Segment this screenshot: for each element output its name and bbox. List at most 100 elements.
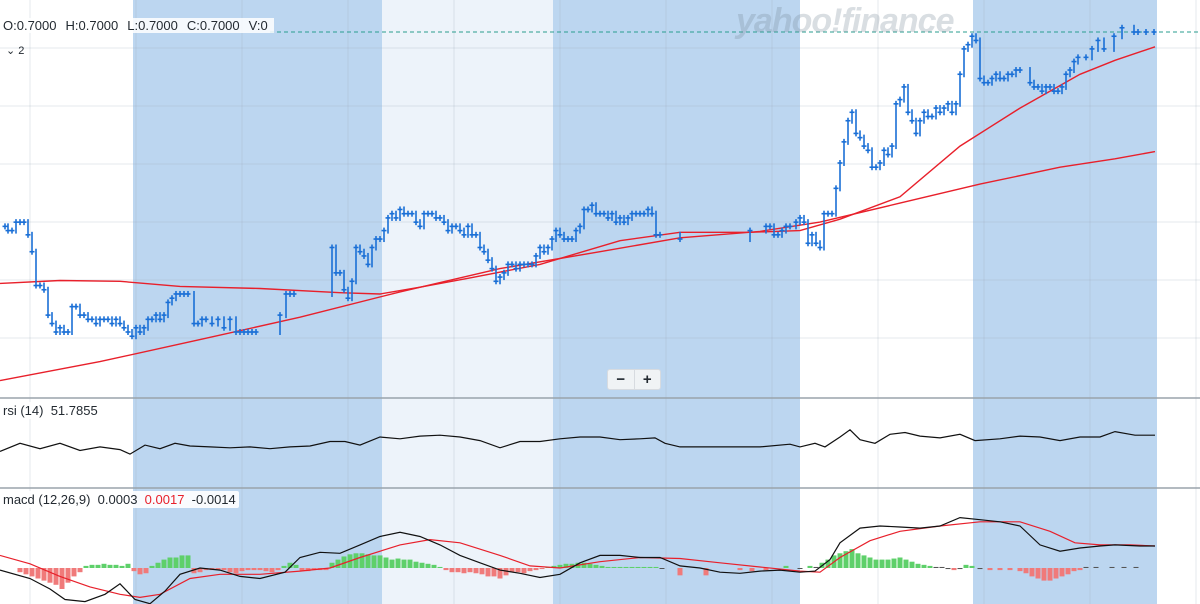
macd-histogram-bar <box>605 566 611 568</box>
macd-label[interactable]: macd (12,26,9) 0.0003 0.0017 -0.0014 <box>0 491 239 508</box>
macd-histogram-bar <box>101 563 107 568</box>
macd-histogram-bar <box>521 568 527 574</box>
macd-histogram-bar <box>1133 566 1139 568</box>
rsi-name: rsi (14) <box>3 403 44 418</box>
macd-histogram-bar <box>467 568 473 573</box>
macd-histogram-bar <box>783 565 789 568</box>
macd-histogram-bar <box>1023 568 1029 574</box>
macd-histogram-bar <box>341 556 347 568</box>
macd-histogram-bar <box>807 565 813 568</box>
macd-histogram-bar <box>593 564 599 568</box>
macd-histogram-bar <box>221 568 227 571</box>
macd-histogram-bar <box>425 563 431 568</box>
macd-histogram-bar <box>623 566 629 568</box>
macd-histogram-bar <box>53 568 59 585</box>
macd-histogram-bar <box>353 553 359 568</box>
macd-histogram-bar <box>503 568 509 576</box>
macd-histogram-bar <box>849 549 855 568</box>
macd-histogram-bar <box>179 555 185 568</box>
macd-histogram-bar <box>455 568 461 573</box>
macd-name: macd (12,26,9) <box>3 492 91 507</box>
macd-line <box>0 516 1155 604</box>
macd-histogram-bar <box>155 562 161 568</box>
rsi-label[interactable]: rsi (14) 51.7855 <box>0 402 101 419</box>
macd-histogram-bar <box>323 568 329 571</box>
macd-histogram-bar <box>287 562 293 568</box>
macd-histogram-bar <box>509 568 515 573</box>
macd-histogram-bar <box>89 564 95 568</box>
macd-histogram-bar <box>653 566 659 568</box>
macd-histogram-bar <box>311 568 317 571</box>
macd-histogram-bar <box>737 568 743 571</box>
macd-histogram-bar <box>191 568 197 574</box>
macd-histogram-bar <box>1047 568 1053 581</box>
macd-histogram-bar <box>977 568 983 570</box>
macd-histogram-bar <box>617 566 623 568</box>
macd-histogram-bar <box>59 568 65 589</box>
macd-histogram-bar <box>377 555 383 568</box>
macd-histogram-bar <box>77 568 83 573</box>
macd-histogram-bar <box>1121 566 1127 568</box>
macd-histogram-bar <box>29 568 35 577</box>
rsi-line <box>0 429 1155 455</box>
macd-histogram-bar <box>539 568 545 570</box>
macd-histogram-bar <box>293 564 299 568</box>
macd-histogram-bar <box>407 559 413 568</box>
macd-histogram-bar <box>659 568 665 569</box>
macd-histogram-bar <box>449 568 455 573</box>
macd-signal-value: 0.0017 <box>144 492 185 507</box>
macd-histogram-bar <box>551 565 557 568</box>
macd-histogram-bar <box>1029 568 1035 577</box>
macd-hist-value: -0.0014 <box>191 492 236 507</box>
macd-histogram-bar <box>951 568 957 571</box>
macd-histogram-bar <box>797 568 803 569</box>
macd-histogram-bar <box>131 568 137 572</box>
macd-histogram-bar <box>903 559 909 568</box>
ohlc-readout: O:0.7000 H:0.7000 L:0.7000 C:0.7000 V:0 <box>0 18 274 33</box>
period-band-4 <box>1078 0 1157 604</box>
macd-histogram-bar <box>443 568 449 571</box>
macd-histogram-bar <box>485 568 491 577</box>
macd-histogram-bar <box>963 564 969 568</box>
macd-histogram-bar <box>1065 568 1071 575</box>
zoom-in-button[interactable]: + <box>642 371 652 388</box>
macd-histogram-bar <box>23 568 29 575</box>
macd-histogram-bar <box>611 566 617 568</box>
rsi-value: 51.7855 <box>50 403 98 418</box>
macd-histogram-bar <box>137 568 143 575</box>
macd-histogram-bar <box>873 559 879 568</box>
macd-histogram-bar <box>383 557 389 568</box>
macd-histogram-bar <box>879 559 885 568</box>
macd-histogram-bar <box>957 568 963 570</box>
macd-histogram-bar <box>1007 568 1013 571</box>
macd-histogram-bar <box>703 568 709 576</box>
macd-histogram-bar <box>473 568 479 574</box>
yahoo-finance-watermark: yahoo!finance <box>736 2 954 40</box>
ohlc-volume: V:0 <box>248 18 268 33</box>
macd-histogram-bar <box>1109 566 1115 568</box>
macd-histogram-bar <box>533 568 539 571</box>
macd-histogram-bar <box>861 555 867 568</box>
macd-histogram-bar <box>479 568 485 575</box>
macd-histogram-bar <box>885 559 891 568</box>
macd-histogram-bar <box>95 564 101 568</box>
macd-histogram-bar <box>647 566 653 568</box>
macd-histogram-bar <box>359 553 365 568</box>
macd-histogram-bar <box>969 565 975 568</box>
macd-histogram-bar <box>335 559 341 568</box>
macd-histogram-bar <box>1017 568 1023 572</box>
macd-histogram-bar <box>1053 568 1059 579</box>
macd-histogram-bar <box>143 568 149 574</box>
ohlc-low: L:0.7000 <box>127 18 178 33</box>
macd-histogram-bar <box>263 568 269 572</box>
macd-histogram-bar <box>763 568 769 571</box>
macd-histogram-bar <box>41 568 47 581</box>
macd-histogram-bar <box>233 568 239 574</box>
macd-histogram-bar <box>581 562 587 568</box>
macd-histogram-bar <box>413 561 419 568</box>
macd-histogram-bar <box>245 568 251 571</box>
collapse-indicators-toggle[interactable]: ⌄ 2 <box>6 45 25 57</box>
zoom-out-button[interactable]: − <box>608 370 635 389</box>
macd-histogram-bar <box>1077 568 1083 571</box>
macd-histogram-bar <box>497 568 503 579</box>
